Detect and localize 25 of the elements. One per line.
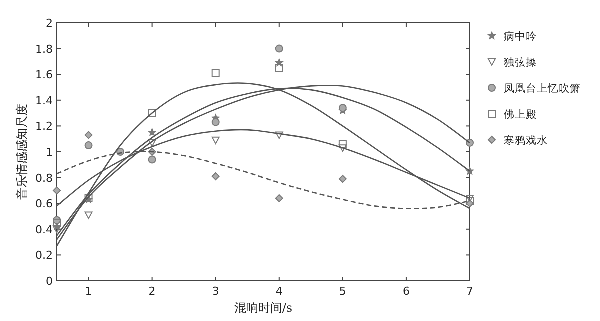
y-tick-label: 0.8 [36,172,53,185]
x-tick-label: 7 [466,285,474,298]
y-tick-label: 1 [46,146,53,159]
x-tick-label: 2 [148,285,156,298]
y-tick-label: 1.4 [36,94,53,108]
legend-label: 病中吟 [504,30,537,43]
x-tick-label: 1 [85,285,92,298]
x-tick-label: 5 [339,285,346,298]
legend-label: 凤凰台上忆吹箫 [504,82,581,95]
y-tick-label: 1.2 [36,120,53,134]
y-tick-label: 1.6 [36,68,53,82]
y-axis-title: 音乐情感感知尺度 [15,104,29,200]
x-tick-label: 6 [402,285,410,298]
y-tick-label: 2 [46,17,53,30]
x-tick-label: 3 [212,285,220,298]
x-axis-title: 混响时间/s [234,301,293,315]
legend-label: 佛上殿 [504,108,537,121]
y-tick-label: 0 [46,275,53,288]
y-tick-label: 0.4 [36,223,53,236]
y-tick-label: 0.6 [36,198,53,211]
legend-label: 寒鸦戏水 [504,134,548,147]
y-tick-label: 0.2 [36,249,53,262]
y-tick-label: 1.8 [36,42,53,56]
x-tick-label: 4 [276,285,283,298]
legend-label: 独弦操 [504,56,537,69]
